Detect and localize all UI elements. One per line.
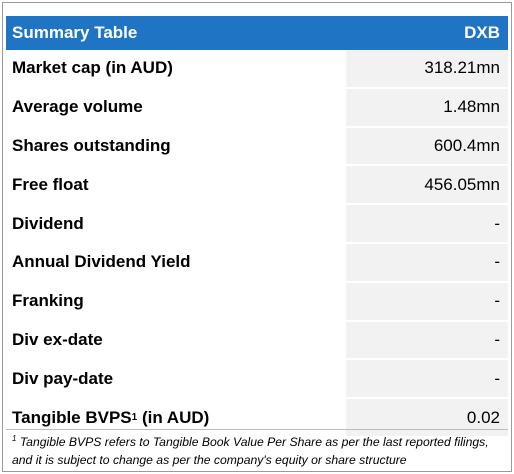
row-label-market-cap: Market cap (in AUD) — [6, 50, 343, 87]
table-row: Franking - — [6, 282, 508, 322]
table-row: Dividend - — [6, 205, 508, 244]
row-value-div-ex-date: - — [346, 321, 508, 359]
footnote-number: 1 — [12, 433, 17, 443]
table-row: Div pay-date - — [6, 360, 508, 400]
ticker-symbol: DXB — [464, 23, 500, 42]
row-label-average-volume: Average volume — [6, 88, 343, 126]
row-label-shares-outstanding: Shares outstanding — [6, 127, 343, 165]
row-label-annual-dividend-yield: Annual Dividend Yield — [6, 243, 343, 281]
tangible-bvps-unit: (in AUD) — [137, 407, 210, 427]
row-value-annual-dividend-yield: - — [346, 243, 508, 281]
table-row: Annual Dividend Yield - — [6, 243, 508, 283]
row-value-free-float: 456.05mn — [346, 166, 508, 204]
table-row: Shares outstanding 600.4mn — [6, 127, 508, 167]
table-title: Summary Table — [12, 23, 138, 42]
row-value-dividend: - — [346, 205, 508, 242]
table-row: Average volume 1.48mn — [6, 88, 508, 128]
row-value-average-volume: 1.48mn — [346, 88, 508, 126]
row-value-market-cap: 318.21mn — [346, 50, 508, 87]
row-label-franking: Franking — [6, 282, 343, 320]
footnote-text: Tangible BVPS refers to Tangible Book Va… — [12, 435, 489, 467]
summary-table: Summary Table DXB Market cap (in AUD) 31… — [6, 16, 508, 438]
row-value-div-pay-date: - — [346, 360, 508, 398]
row-label-div-ex-date: Div ex-date — [6, 321, 343, 359]
footnote: 1 Tangible BVPS refers to Tangible Book … — [6, 429, 508, 469]
row-label-dividend: Dividend — [6, 205, 343, 242]
table-row: Free float 456.05mn — [6, 166, 508, 206]
row-label-div-pay-date: Div pay-date — [6, 360, 343, 398]
table-row: Market cap (in AUD) 318.21mn — [6, 50, 508, 89]
table-row: Div ex-date - — [6, 321, 508, 361]
row-value-franking: - — [346, 282, 508, 320]
tangible-bvps-text: Tangible BVPS — [12, 407, 132, 427]
row-value-shares-outstanding: 600.4mn — [346, 127, 508, 165]
row-label-free-float: Free float — [6, 166, 343, 204]
table-header: Summary Table DXB — [6, 16, 508, 50]
